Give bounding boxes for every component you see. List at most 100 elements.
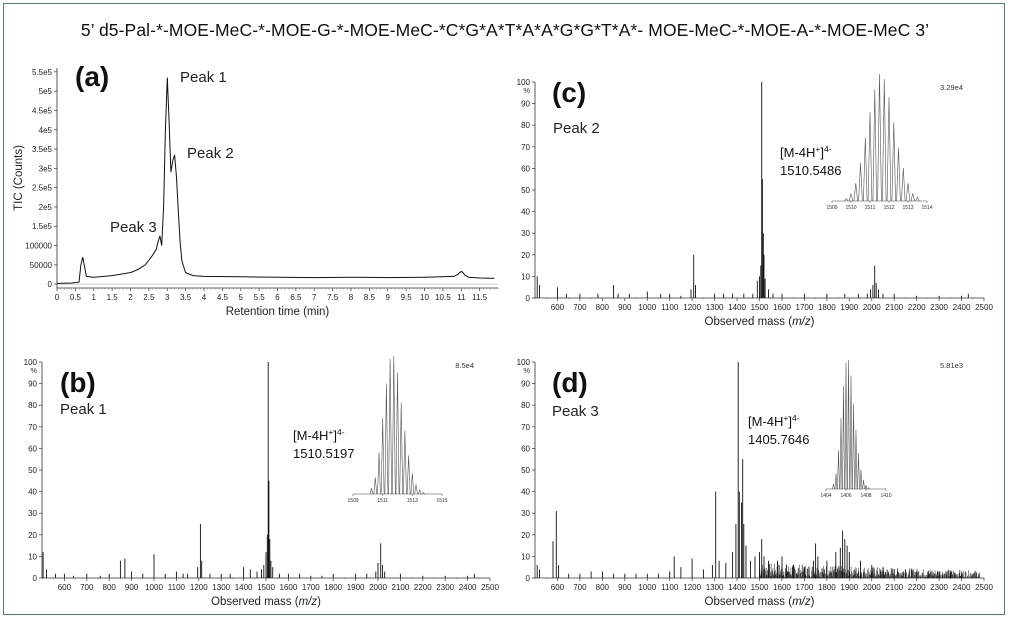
x-tick-label: 0.5 <box>70 293 82 302</box>
ion-mass: 1405.7646 <box>748 432 809 447</box>
y-tick-label: 40 <box>521 488 530 497</box>
x-axis-label-close: ) <box>811 316 815 328</box>
x-tick-label: 10.5 <box>435 293 451 302</box>
x-tick-label: 2300 <box>930 583 948 592</box>
isotope-peak <box>421 492 426 495</box>
x-tick-label: 1400 <box>235 583 253 592</box>
y-tick-label: 10 <box>521 272 530 281</box>
isotope-peak <box>392 355 396 495</box>
x-tick-label: 1000 <box>638 303 656 312</box>
tic-trace <box>56 77 495 284</box>
y-tick-label: 90 <box>521 100 530 109</box>
x-tick-label: 1300 <box>212 583 230 592</box>
x-tick-label: 0 <box>55 293 60 302</box>
inset-tick-label: 1406 <box>840 493 851 499</box>
x-tick-label: 6 <box>275 293 280 302</box>
y-tick-label: 100 <box>517 78 531 87</box>
x-axis-label-unit: m/z <box>299 596 318 608</box>
ion-mass: 1510.5197 <box>293 446 354 461</box>
isotope-peak <box>864 485 868 490</box>
x-tick-label: 1500 <box>751 303 769 312</box>
isotope-peak <box>896 147 901 202</box>
y-tick-label: 3e5 <box>39 164 53 173</box>
x-tick-label: 11.5 <box>472 293 488 302</box>
peak-annotation: Peak 3 <box>110 219 157 236</box>
isotope-peak <box>877 73 882 202</box>
figure-frame <box>3 3 1005 615</box>
peak-name: Peak 1 <box>60 401 107 418</box>
inset-tick-label: 1410 <box>880 493 891 499</box>
y-tick-label: 5.5e5 <box>32 68 53 77</box>
isotope-peak <box>891 122 896 202</box>
x-tick-label: 1600 <box>773 583 791 592</box>
isotope-peak <box>388 358 392 495</box>
ion-label-main: [M-4H <box>293 428 328 443</box>
x-tick-label: 1800 <box>818 583 836 592</box>
ion-charge-sign: + <box>815 144 820 154</box>
isotope-peak <box>377 452 381 495</box>
y-tick-label: 2.5e5 <box>32 184 53 193</box>
x-tick-label: 1800 <box>818 303 836 312</box>
y-tick-label: 20 <box>521 251 530 260</box>
x-tick-label: 3 <box>165 293 170 302</box>
isotope-peak <box>854 429 858 490</box>
figure-title: 5’ d5-Pal-*-MOE-MeC-*-MOE-G-*-MOE-MeC-*C… <box>80 20 930 40</box>
x-tick-label: 1700 <box>796 303 814 312</box>
isotope-peak <box>852 403 855 490</box>
y-axis-label: TIC (Counts) <box>13 145 25 211</box>
y-tick-label: 20 <box>521 531 530 540</box>
isotope-peak <box>418 489 422 495</box>
x-tick-label: 2000 <box>863 303 881 312</box>
ion-label: [M-4H+]4- <box>780 144 832 160</box>
y-tick-label: 60 <box>521 164 530 173</box>
x-tick-label: 11 <box>457 293 466 302</box>
x-tick-label: 1400 <box>728 583 746 592</box>
x-axis-label-unit: m/z <box>792 316 811 328</box>
x-tick-label: 2200 <box>908 583 926 592</box>
isotope-peak <box>901 167 906 202</box>
panel-b: (b) 0 10 20 30 40 50 60 70 80 90 100% 600 700 800 900 10… <box>24 355 499 608</box>
ion-label-main: [M-4H <box>748 414 783 429</box>
isotope-peak <box>853 183 858 202</box>
x-tick-label: 4 <box>202 293 207 302</box>
x-tick-label: 1600 <box>773 303 791 312</box>
x-tick-label: 2100 <box>885 303 903 312</box>
y-tick-label: 10 <box>28 552 37 561</box>
x-tick-label: 1200 <box>190 583 208 592</box>
y-tick-label: 30 <box>28 509 37 518</box>
x-tick-label: 4.5 <box>217 293 229 302</box>
x-tick-label: 1000 <box>638 583 656 592</box>
x-tick-label: 600 <box>551 583 565 592</box>
x-axis-label-unit: m/z <box>792 596 811 608</box>
peak-name: Peak 3 <box>552 403 599 420</box>
x-tick-label: 2200 <box>908 303 926 312</box>
x-tick-label: 2400 <box>953 303 971 312</box>
inset-tick-label: 1514 <box>921 205 932 211</box>
ion-charge-sign: + <box>328 427 333 437</box>
x-tick-label: 2 <box>128 293 133 302</box>
ion-charge-sign: + <box>783 413 788 423</box>
x-tick-label: 1200 <box>683 583 701 592</box>
x-tick-label: 10 <box>420 293 429 302</box>
x-tick-label: 2000 <box>369 583 387 592</box>
x-tick-label: 900 <box>618 583 632 592</box>
x-tick-label: 1900 <box>840 303 858 312</box>
y-tick-label: 60 <box>521 444 530 453</box>
isotope-peak <box>844 362 848 490</box>
y-tick-label: 50 <box>28 466 37 475</box>
x-tick-label: 9 <box>386 293 391 302</box>
ion-charge-state: 4- <box>792 413 800 423</box>
y-tick-label: 2e5 <box>39 203 53 212</box>
isotope-peak <box>849 375 853 490</box>
x-axis-label-close: ) <box>811 596 815 608</box>
panel-c: (c) 0 10 20 30 40 50 60 70 80 90 100% 600 700 800 900 10… <box>517 73 993 328</box>
x-tick-label: 2.5 <box>143 293 155 302</box>
x-axis-label: Observed mass (m/z) <box>705 316 815 328</box>
ion-charge-state: 4- <box>337 427 345 437</box>
y-tick-label: 50 <box>521 466 530 475</box>
isotope-peak <box>832 483 835 490</box>
isotope-peak <box>847 359 850 490</box>
x-tick-label: 2100 <box>885 583 903 592</box>
y-tick-label: 30 <box>521 509 530 518</box>
isotope-peak <box>862 479 865 490</box>
